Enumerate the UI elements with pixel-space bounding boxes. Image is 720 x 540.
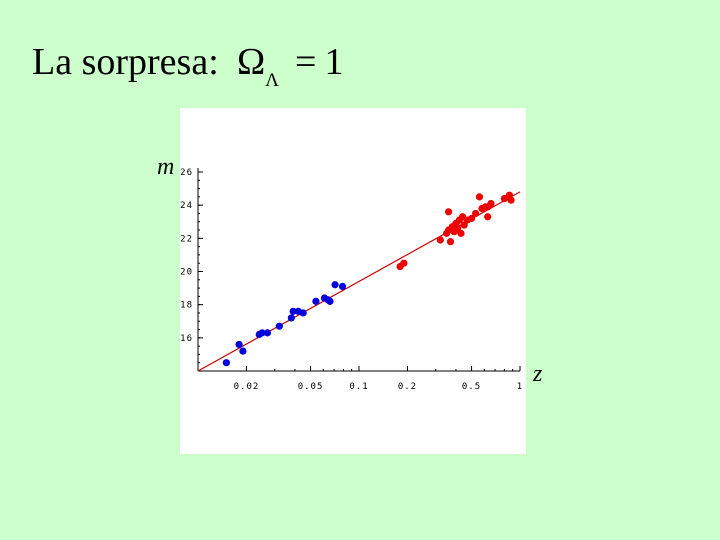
x-tick-label: 0.05 [298,382,324,392]
x-tick-label: 0.1 [349,382,368,392]
data-point-blue [289,307,297,315]
x-tick-label: 0.02 [234,382,260,392]
data-point-blue [287,314,295,322]
data-point-blue [299,309,307,317]
data-point-blue [263,329,272,337]
data-point-blue [331,281,339,289]
y-tick-label: 26 [180,168,193,178]
data-point-blue [235,340,243,349]
data-point-red [467,214,476,223]
chart-axes: 0.02 0.05 0.1 0.2 0.5 1 16 18 20 22 24 26 [180,168,523,392]
plot-panel [180,108,526,454]
data-point-red [457,229,465,237]
x-axis-label: z [533,361,543,387]
data-point-red [446,238,455,246]
data-point-red [472,209,480,218]
slide-title: La sorpresa: [32,41,219,83]
data-point-red [487,199,495,208]
y-tick-label: 20 [180,268,193,278]
data-point-red [475,193,484,201]
data-point-red [444,208,453,216]
data-point-red [400,259,408,267]
x-tick-label: 1 [517,382,523,392]
formula-symbol: Ω [237,41,266,83]
y-tick-label: 18 [180,301,193,311]
data-point-blue [258,329,266,337]
data-point-red [436,236,444,244]
y-axis-label: m [157,154,175,180]
chart-points-group [222,191,515,367]
formula-subscript: Λ [265,70,280,91]
data-point-red [484,213,492,221]
data-point-blue [338,282,347,291]
formula-value: 1 [324,41,344,83]
y-tick-label: 22 [180,234,193,244]
x-tick-label: 0.2 [398,382,417,392]
y-tick-label: 24 [180,201,193,211]
formula-equals: = [295,41,317,83]
data-point-blue [222,359,230,367]
data-point-blue [312,297,320,305]
x-tick-label: 0.5 [462,382,481,392]
formula-omega-lambda: ΩΛ = 1 [237,40,343,92]
data-point-blue [326,297,334,305]
y-tick-label: 16 [180,334,193,344]
data-point-red [507,196,515,204]
data-point-blue [239,347,247,355]
data-point-blue [275,322,283,330]
